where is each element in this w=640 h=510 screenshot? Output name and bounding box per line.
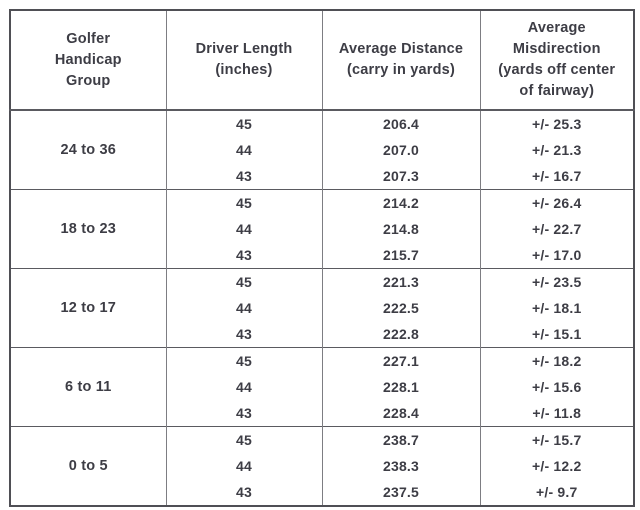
group-label: 6 to 11: [10, 347, 167, 427]
table-row: 43 215.7 +/- 17.0: [10, 242, 634, 269]
cell-average-misdirection: +/- 11.8: [532, 405, 582, 421]
cell-average-distance: 207.3: [322, 163, 481, 190]
cell-driver-length: 43: [166, 163, 323, 190]
cell-driver-length: 43: [166, 321, 323, 348]
cell-driver-length: 44: [166, 295, 323, 321]
table-row: 44 228.1 +/- 15.6: [10, 374, 634, 400]
cell-driver-length: 45: [166, 189, 323, 216]
cell-average-distance: 228.1: [322, 374, 481, 400]
cell-average-distance: 222.8: [322, 321, 481, 348]
header-golfer-handicap-group: Golfer Handicap Group: [10, 10, 167, 111]
cell-average-distance: 222.5: [322, 295, 481, 321]
cell-average-misdirection: +/- 12.2: [532, 458, 582, 474]
cell-average-distance: 238.7: [322, 426, 481, 453]
cell-average-misdirection: +/- 25.3: [480, 109, 634, 137]
cell-average-misdirection: +/- 17.0: [532, 247, 582, 263]
table-row: 43 222.8 +/- 15.1: [10, 321, 634, 348]
cell-driver-length: 44: [166, 137, 323, 163]
cell-average-misdirection: +/- 16.7: [532, 168, 582, 184]
header-average-misdirection: Average Misdirection (yards off center o…: [480, 10, 634, 111]
table-row: 24 to 36 45 206.4 +/- 25.3: [10, 109, 634, 190]
group-label: 18 to 23: [10, 189, 167, 269]
cell-average-distance: 237.5: [322, 479, 481, 506]
cell-average-distance: 214.2: [322, 189, 481, 216]
table-row: 18 to 23 45 214.2 +/- 26.4: [10, 189, 634, 269]
cell-driver-length: 45: [166, 268, 323, 295]
table-row: 43 237.5 +/- 9.7: [10, 479, 634, 506]
driver-length-stats-table: Golfer Handicap Group Driver Length (inc…: [9, 9, 635, 507]
cell-average-misdirection: +/- 15.6: [532, 379, 582, 395]
cell-average-distance: 228.4: [322, 400, 481, 427]
table-row: 43 207.3 +/- 16.7: [10, 163, 634, 190]
cell-average-misdirection: +/- 21.3: [532, 142, 582, 158]
group-label: 24 to 36: [10, 109, 167, 190]
cell-average-misdirection: +/- 15.1: [532, 326, 582, 342]
cell-average-misdirection: +/- 9.7: [536, 484, 578, 500]
cell-driver-length: 45: [166, 347, 323, 374]
group-label: 0 to 5: [10, 426, 167, 506]
cell-driver-length: 45: [166, 426, 323, 453]
cell-average-misdirection: +/- 26.4: [480, 189, 634, 216]
table-header: Golfer Handicap Group Driver Length (inc…: [10, 10, 634, 111]
table-row: 44 207.0 +/- 21.3: [10, 137, 634, 163]
cell-average-distance: 227.1: [322, 347, 481, 374]
table-row: 0 to 5 45 238.7 +/- 15.7: [10, 426, 634, 506]
cell-driver-length: 44: [166, 453, 323, 479]
cell-driver-length: 44: [166, 216, 323, 242]
group-label: 12 to 17: [10, 268, 167, 348]
header-driver-length: Driver Length (inches): [166, 10, 323, 111]
cell-average-misdirection: +/- 15.7: [480, 426, 634, 453]
cell-average-distance: 214.8: [322, 216, 481, 242]
cell-average-misdirection: +/- 18.2: [480, 347, 634, 374]
table-body: 24 to 36 45 206.4 +/- 25.3 44 207.0 +/- …: [10, 109, 634, 506]
cell-average-distance: 206.4: [322, 109, 481, 137]
cell-average-distance: 207.0: [322, 137, 481, 163]
cell-driver-length: 43: [166, 242, 323, 269]
cell-average-misdirection: +/- 22.7: [532, 221, 582, 237]
table-row: 44 238.3 +/- 12.2: [10, 453, 634, 479]
cell-driver-length: 45: [166, 109, 323, 137]
cell-average-misdirection: +/- 23.5: [480, 268, 634, 295]
table-row: 44 214.8 +/- 22.7: [10, 216, 634, 242]
cell-driver-length: 44: [166, 374, 323, 400]
cell-driver-length: 43: [166, 400, 323, 427]
cell-driver-length: 43: [166, 479, 323, 506]
table-row: 44 222.5 +/- 18.1: [10, 295, 634, 321]
cell-average-distance: 215.7: [322, 242, 481, 269]
cell-average-distance: 221.3: [322, 268, 481, 295]
cell-average-distance: 238.3: [322, 453, 481, 479]
table-row: 6 to 11 45 227.1 +/- 18.2: [10, 347, 634, 427]
table-row: 12 to 17 45 221.3 +/- 23.5: [10, 268, 634, 348]
header-average-distance: Average Distance (carry in yards): [322, 10, 481, 111]
table-row: 43 228.4 +/- 11.8: [10, 400, 634, 427]
cell-average-misdirection: +/- 18.1: [532, 300, 582, 316]
